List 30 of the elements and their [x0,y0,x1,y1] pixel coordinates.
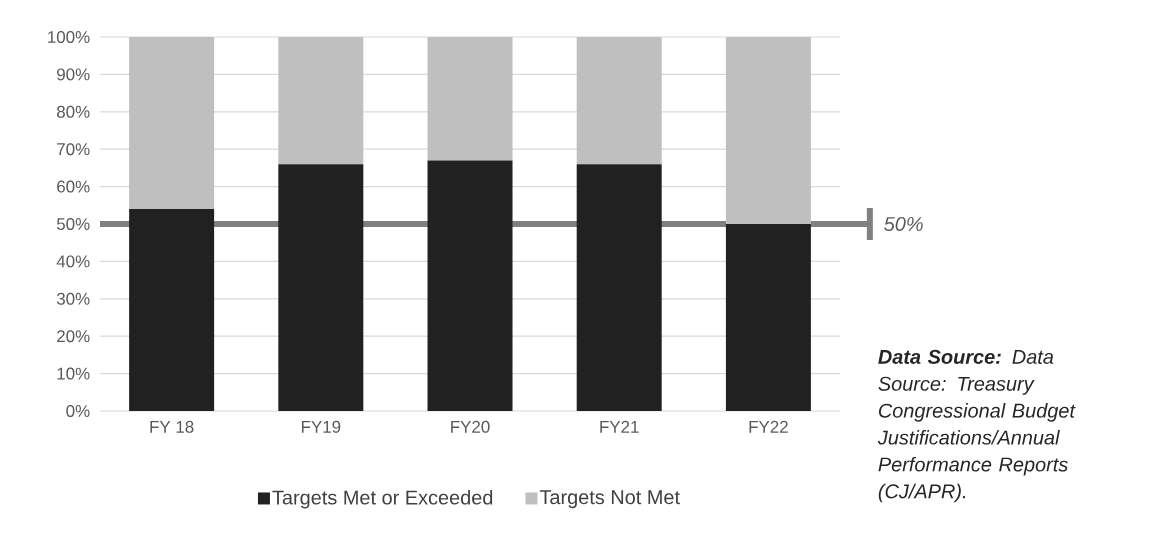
y-tick-label: 90% [57,68,90,81]
y-tick-label: 70% [57,143,90,156]
y-tick-label: 80% [57,105,90,118]
bar [278,36,364,165]
y-tick-label: 10% [57,367,90,380]
x-tick-label: FY21 [600,420,639,433]
text: Data Source: Data Source: Treasury Congressional Budget Justifications/Annual Performance Reports (CJ/APR). [877,349,1076,503]
x-tick-label: FY19 [301,420,341,433]
y-tick-label: 20% [57,330,90,343]
y-tick-label: 60% [57,180,90,193]
y-tick-label: 30% [56,292,90,305]
y-tick-label: 100% [48,30,90,43]
y-tick-label: 0% [66,404,90,417]
ref-line-label: 50% [884,216,923,232]
x-tick-label: FY22 [749,420,788,433]
legend-label: Targets Met or Exceeded [272,489,493,509]
bar [278,164,364,411]
y-tick-label: 50% [56,217,90,230]
bar [576,164,662,411]
bar [725,36,811,224]
bar [129,36,215,210]
bar [427,36,513,161]
legend-label: Targets Not Met [539,490,680,509]
bar [576,36,662,165]
x-tick-label: FY20 [451,420,490,433]
bar [427,160,513,411]
bar [129,209,215,411]
y-tick-label: 40% [56,255,90,268]
bar [725,223,811,411]
x-tick-label: FY 18 [150,420,194,433]
